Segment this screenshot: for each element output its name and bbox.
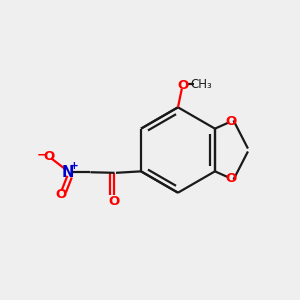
Text: N: N [62,165,74,180]
Text: +: + [70,161,79,171]
Text: O: O [178,79,189,92]
Text: O: O [44,149,55,163]
Text: −: − [37,149,47,162]
Text: CH₃: CH₃ [191,78,212,91]
Text: O: O [109,195,120,208]
Text: O: O [55,188,67,201]
Text: O: O [226,172,237,185]
Text: O: O [226,115,237,128]
